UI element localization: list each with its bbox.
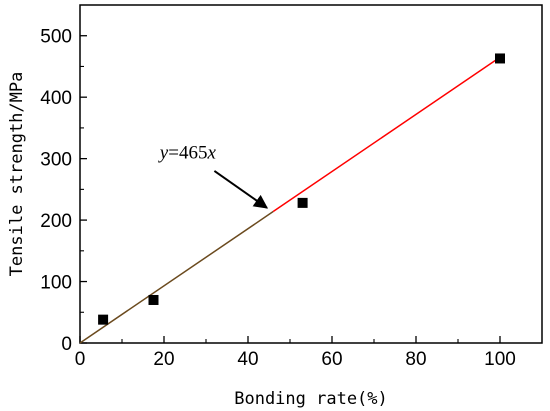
y-tick-label: 300 — [40, 150, 72, 171]
fit-line-lower — [79, 210, 274, 344]
y-tick-label: 100 — [40, 273, 72, 294]
y-tick-label: 500 — [40, 27, 72, 48]
data-point — [495, 53, 505, 64]
x-tick-label: 80 — [405, 349, 426, 370]
annotation-group: y=465x — [158, 143, 269, 209]
data-point — [98, 314, 109, 325]
fit-line-group — [79, 56, 501, 344]
data-points — [98, 53, 505, 325]
y-tick-label: 0 — [61, 334, 72, 355]
x-tick-label: 0 — [75, 349, 86, 370]
x-axis-title: Bonding rate(%) — [234, 389, 388, 409]
data-point — [148, 294, 159, 305]
x-tick-label: 40 — [237, 349, 258, 370]
y-axis-title: Tensile strength/MPa — [7, 72, 27, 277]
axes — [79, 4, 543, 344]
data-point — [297, 197, 308, 208]
fit-line — [272, 56, 501, 213]
ticks: 0 20 40 60 80 100 0 100 200 300 400 500 — [40, 27, 516, 370]
y-tick-label: 200 — [40, 211, 72, 232]
x-tick-label: 20 — [153, 349, 174, 370]
plot-frame — [79, 4, 543, 344]
x-tick-label: 100 — [484, 349, 516, 370]
fit-equation-label: y=465x — [158, 143, 217, 164]
annotation-arrow — [213, 170, 269, 209]
x-tick-label: 60 — [321, 349, 342, 370]
y-tick-label: 400 — [40, 88, 72, 109]
